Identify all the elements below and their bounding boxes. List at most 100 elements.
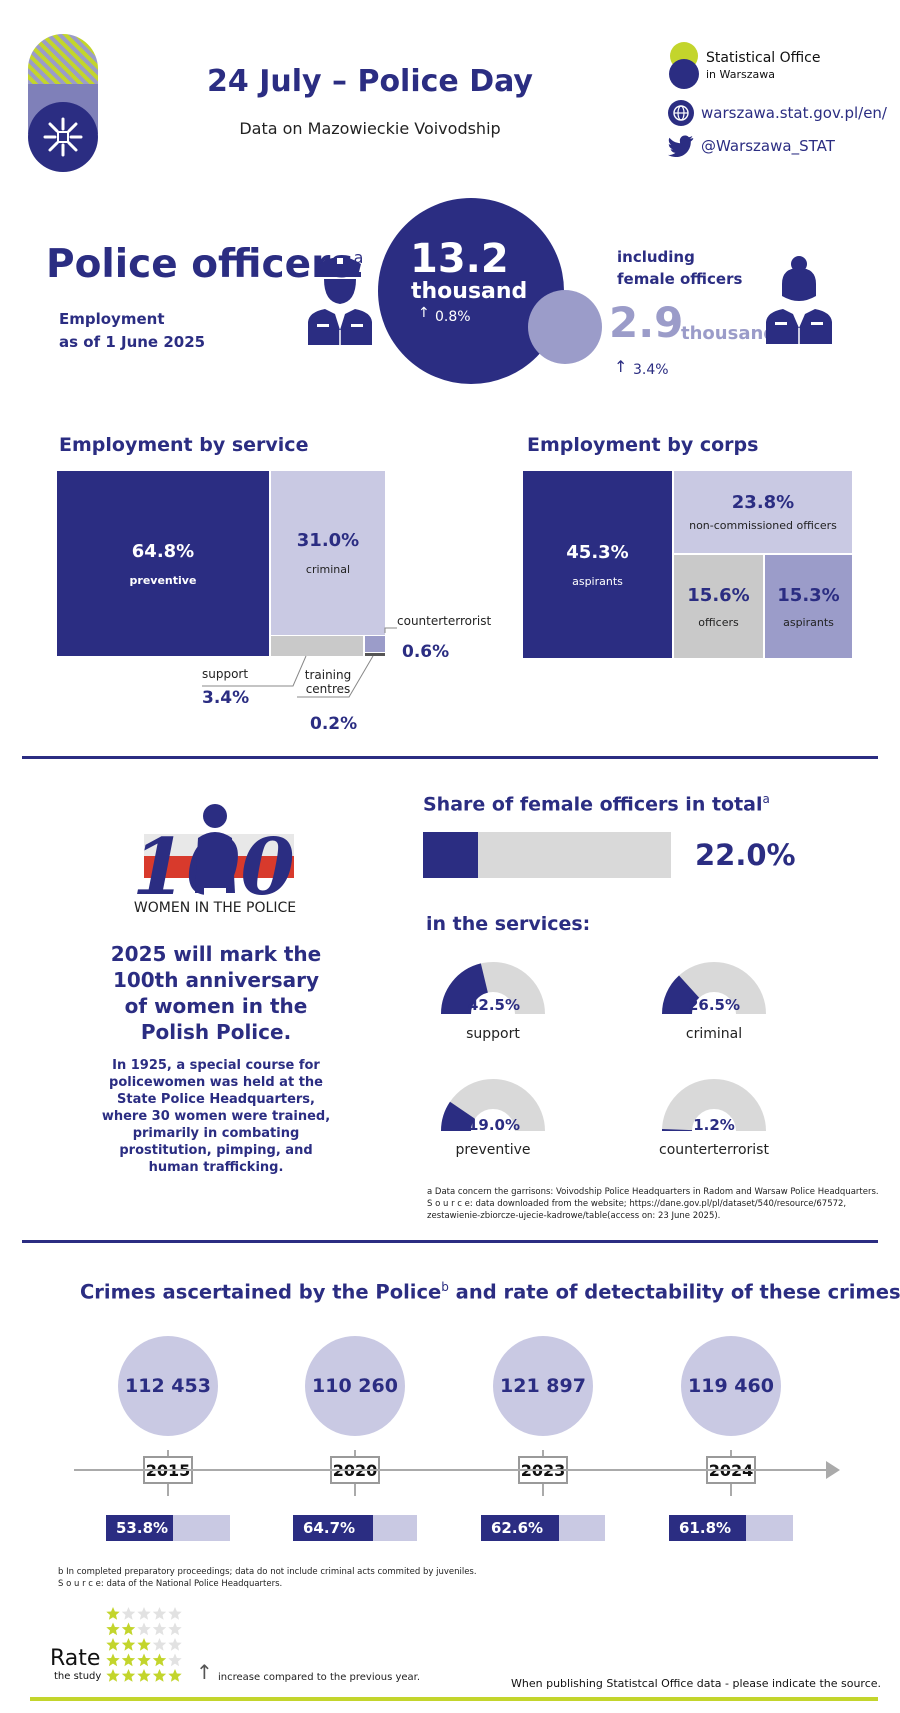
service-value-training-centres: 0.2%	[310, 714, 358, 734]
publishing-note: When publishing Statistcal Office data -…	[511, 1677, 882, 1690]
footnote-marker-a: a	[762, 792, 770, 806]
page-title: 24 July – Police Day	[207, 64, 533, 99]
star-icon[interactable]	[152, 1622, 167, 1636]
female-officers-unit: thousand	[681, 323, 777, 344]
service-tile-support	[271, 636, 363, 656]
star-icon[interactable]	[152, 1638, 167, 1651]
star-icon[interactable]	[152, 1607, 167, 1620]
detectability-rate-2023: 62.6%	[481, 1515, 559, 1541]
rate-title[interactable]: Rate	[50, 1646, 101, 1671]
up-arrow-icon: ↑	[418, 305, 430, 321]
female-share-bar-fill	[423, 832, 478, 878]
footer-lime-bar	[30, 1697, 878, 1701]
gauge-fill-preventive	[441, 1101, 476, 1132]
police-officers-heading-text: Police officers	[46, 242, 354, 287]
service-value: 31.0%	[296, 530, 360, 551]
star-icon[interactable]	[137, 1638, 151, 1651]
total-officers-change: 0.8%	[435, 309, 471, 325]
star-icon[interactable]	[121, 1607, 136, 1620]
service-label-counterterrorist: counterterrorist	[397, 614, 492, 628]
female-share-heading: Share of female officers in totala	[423, 792, 770, 815]
detectability-bar-2024: 61.8%	[669, 1515, 793, 1541]
male-officer-icon	[305, 250, 375, 345]
globe-icon	[668, 100, 694, 126]
crimes-count-2023: 121 897	[493, 1336, 593, 1436]
footnote-marker-a: a	[353, 248, 364, 267]
service-tile-counterterrorist	[365, 636, 385, 652]
gauge-label-criminal: criminal	[685, 1026, 743, 1042]
gauge-value-counterterrorist: 1.2%	[693, 1116, 735, 1134]
section-divider	[22, 1240, 878, 1243]
service-tile-training-centres	[365, 653, 385, 656]
star-icon[interactable]	[121, 1653, 136, 1667]
footnote-a-line1: a Data concern the garrisons: Voivodship…	[427, 1187, 879, 1197]
website-link[interactable]: warszawa.stat.gov.pl/en/	[701, 104, 887, 122]
star-icon[interactable]	[121, 1669, 136, 1682]
star-icon[interactable]	[152, 1653, 167, 1667]
corps-tile-aspirants-2: 15.3% aspirants	[765, 555, 852, 658]
corps-tile-aspirants: 45.3% aspirants	[523, 471, 672, 658]
anniversary-headline: 2025 will mark the 100th anniversary of …	[110, 942, 322, 1044]
gauge-label-preventive: preventive	[455, 1142, 531, 1158]
star-icon[interactable]	[121, 1622, 136, 1636]
star-icon[interactable]	[137, 1607, 151, 1620]
gauge-fill-criminal	[662, 975, 700, 1015]
crimes-heading-part2: and rate of detectability of these crime…	[448, 1280, 900, 1304]
corps-name: aspirants	[783, 615, 834, 629]
star-icon[interactable]	[137, 1669, 151, 1682]
detectability-rate-2020: 64.7%	[293, 1515, 374, 1541]
corps-name: non-commissioned officers	[689, 519, 837, 532]
crimes-count-2024: 119 460	[681, 1336, 781, 1436]
anniversary-body: In 1925, a special course for policewome…	[101, 1058, 331, 1175]
star-icon[interactable]	[137, 1622, 151, 1636]
gauge-label-counterterrorist: counterterrorist	[659, 1142, 769, 1158]
female-officers-change: 3.4%	[633, 362, 669, 378]
twitter-icon	[668, 135, 694, 158]
corps-name: aspirants	[572, 574, 623, 588]
by-service-heading: Employment by service	[59, 434, 309, 456]
star-icon[interactable]	[106, 1607, 120, 1620]
office-name-line2: in Warszawa	[706, 68, 775, 81]
star-icon[interactable]	[168, 1622, 182, 1636]
service-label-training-centres: training centres	[304, 668, 352, 696]
star-icon[interactable]	[168, 1607, 182, 1620]
female-share-value: 22.0%	[695, 838, 796, 872]
star-icon[interactable]	[106, 1622, 120, 1636]
corps-value: 23.8%	[731, 492, 795, 513]
star-icon[interactable]	[168, 1669, 182, 1682]
female-label-line2: female officers	[617, 270, 743, 288]
star-icon[interactable]	[106, 1669, 120, 1682]
up-arrow-icon: ↑	[614, 357, 628, 376]
star-icon[interactable]	[168, 1653, 182, 1667]
gauge-value-criminal: 26.5%	[687, 996, 741, 1014]
star-icon[interactable]	[168, 1638, 182, 1651]
detectability-rate-2024: 61.8%	[669, 1515, 746, 1541]
timeline-axis	[74, 1469, 834, 1471]
female-share-bar-track	[423, 832, 671, 878]
star-icon[interactable]	[106, 1653, 120, 1667]
total-officers-unit: thousand	[411, 279, 528, 304]
legend-text: increase compared to the previous year.	[218, 1672, 421, 1683]
service-leader-lines	[202, 627, 397, 698]
page-subtitle: Data on Mazowieckie Voivodship	[239, 119, 501, 138]
service-tile-criminal: 31.0% criminal	[271, 471, 385, 635]
corps-tile-nco: 23.8% non-commissioned officers	[674, 471, 852, 553]
corps-tile-officers: 15.6% officers	[674, 555, 763, 658]
detectability-bar-2020: 64.7%	[293, 1515, 417, 1541]
star-icon[interactable]	[121, 1638, 136, 1651]
corps-value: 45.3%	[566, 541, 629, 563]
star-icon[interactable]	[152, 1669, 167, 1682]
twitter-handle[interactable]: @Warszawa_STAT	[701, 137, 835, 155]
statistical-office-logo-icon	[668, 42, 700, 90]
crimes-heading: Crimes ascertained by the Policeb and ra…	[80, 1280, 900, 1304]
employment-label-line2: as of 1 June 2025	[59, 333, 206, 351]
female-share-heading-text: Share of female officers in total	[423, 793, 763, 816]
rate-the-study-stars[interactable]	[105, 1606, 183, 1684]
star-icon[interactable]	[106, 1638, 120, 1651]
star-icon[interactable]	[137, 1653, 151, 1667]
police-day-logo	[28, 34, 98, 172]
service-label-support: support	[202, 667, 249, 681]
service-value-counterterrorist: 0.6%	[402, 642, 450, 662]
services-heading: in the services:	[426, 913, 591, 935]
section-divider	[22, 756, 878, 759]
